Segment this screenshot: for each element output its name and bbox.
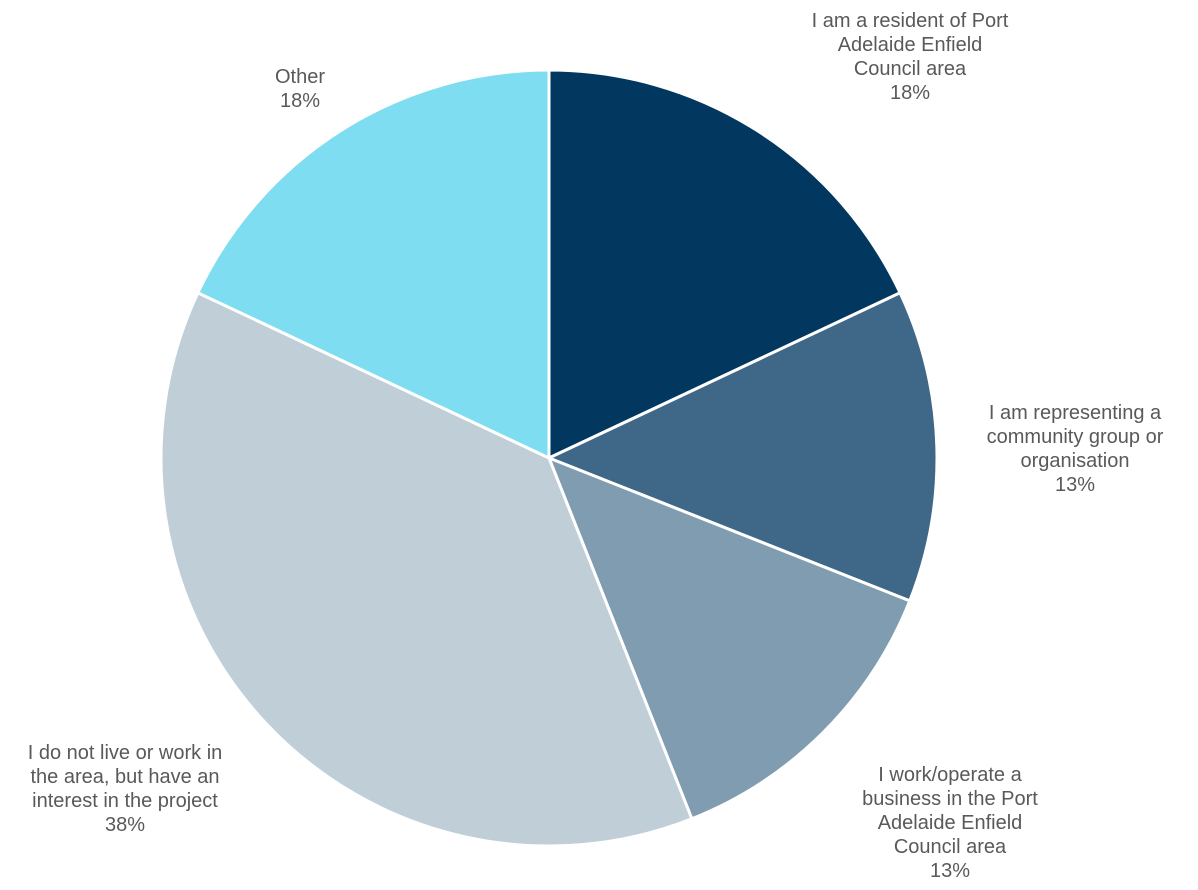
slice-label-line: interest in the project: [32, 790, 218, 812]
slice-percent: 13%: [929, 860, 971, 882]
slice-label-other: Other 18%: [225, 65, 375, 113]
slice-label-line: Adelaide Enfield: [877, 812, 1023, 834]
slice-label-line: Council area: [893, 836, 1007, 858]
slice-business: [546, 455, 912, 821]
slice-label-line: I am representing a: [988, 402, 1162, 424]
slice-percent: 18%: [279, 90, 321, 112]
slice-label-business: I work/operate a business in the Port Ad…: [820, 763, 1080, 883]
slice-percent: 13%: [1054, 474, 1096, 496]
slice-label-resident: I am a resident of Port Adelaide Enfield…: [760, 9, 1060, 105]
slice-percent: 38%: [104, 814, 146, 836]
slice-label-line: the area, but have an: [30, 766, 220, 788]
slice-label-line: Adelaide Enfield: [837, 34, 983, 56]
slice-label-line: I do not live or work in: [27, 742, 223, 764]
slice-label-line: I am a resident of Port: [811, 10, 1009, 32]
slice-label-community-group: I am representing a community group or o…: [960, 401, 1190, 497]
slice-other: [195, 68, 551, 461]
slice-label-line: I work/operate a: [878, 764, 1022, 786]
pie-slices: [159, 68, 939, 848]
slice-label-line: community group or: [986, 426, 1164, 448]
slice-percent: 18%: [889, 82, 931, 104]
slice-resident: [547, 68, 903, 461]
slice-label-line: business in the Port: [862, 788, 1038, 810]
slice-community-group: [545, 290, 939, 603]
slice-label-line: organisation: [1020, 450, 1130, 472]
slice-label-line: Other: [274, 66, 326, 88]
slice-label-line: Council area: [853, 58, 967, 80]
slice-label-interest-only: I do not live or work in the area, but h…: [0, 741, 250, 837]
slice-interest-only: [159, 290, 694, 848]
